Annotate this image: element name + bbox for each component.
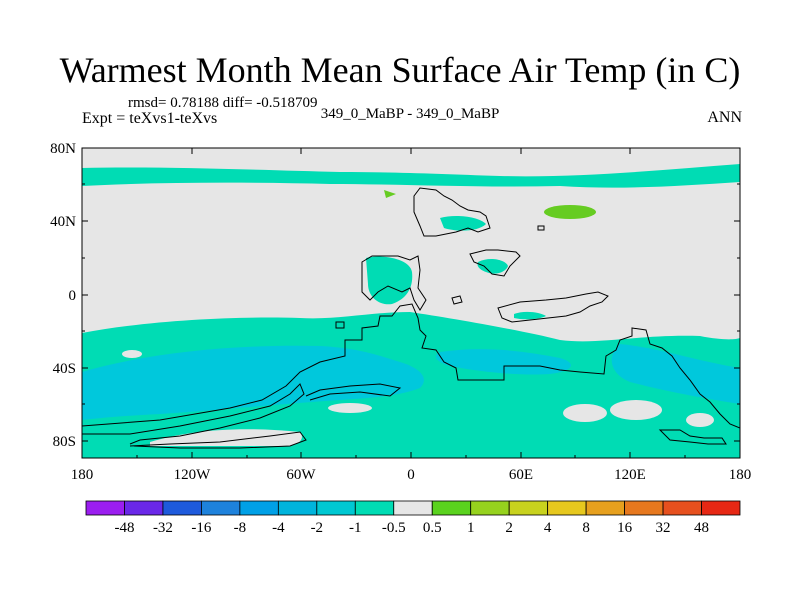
colorbar-label: 8 [582, 520, 590, 536]
lat-tick-label: 80S [53, 434, 76, 450]
colorbar-swatch [162, 500, 202, 516]
ocean-hole-4 [686, 413, 714, 427]
lon-tick-label: 120W [174, 467, 212, 483]
coastline-small-island-2 [335, 321, 345, 329]
lon-tick-label: 60W [286, 467, 316, 483]
colorbar-swatch [393, 500, 433, 516]
coastline-inner-2 [305, 383, 402, 401]
coastline-small-island [451, 295, 463, 305]
colorbar-swatch [547, 500, 587, 516]
ocean-hole-1 [122, 350, 142, 358]
experiment-label: Expt = teXvs1-teXvs [82, 110, 218, 127]
lat-tick-label: 80N [50, 141, 76, 157]
lon-tick-label: 180 [729, 467, 752, 483]
colorbar-label: -2 [311, 520, 324, 536]
cool-patch-india [477, 259, 508, 274]
cool-band-north [82, 164, 740, 188]
ocean-hole-6 [150, 429, 302, 446]
lon-tick-marks [81, 148, 686, 458]
lat-tick-label: 0 [69, 288, 77, 304]
colder-region-mid [435, 349, 571, 375]
case-label: 349_0_MaBP - 349_0_MaBP [320, 106, 500, 122]
lat-tick-label: 40S [53, 361, 76, 377]
lat-tick-label: 40N [50, 214, 76, 230]
coastline-south-continent [82, 303, 740, 429]
colorbar-label: 4 [544, 520, 552, 536]
colorbar-swatch [316, 500, 356, 516]
lon-tick-label: 60E [509, 467, 533, 483]
colorbar-label: -32 [153, 520, 173, 536]
colorbar-swatch [585, 500, 625, 516]
colorbar-label: 1 [467, 520, 475, 536]
colorbar-label: -16 [191, 520, 211, 536]
colorbar-swatch [354, 500, 395, 516]
colorbar-swatch [277, 500, 318, 516]
stats-line: rmsd= 0.78188 diff= -0.518709 [128, 95, 318, 111]
coastline-inner-1 [82, 383, 305, 445]
coastline-india [469, 249, 521, 277]
ocean-hole-3 [610, 400, 662, 420]
colorbar-swatch [508, 500, 549, 516]
ocean-hole-5 [328, 403, 372, 413]
colorbar-labels: -48 -32 -16 -8 -4 -2 -1 -0.5 0.5 1 2 4 8 16 32 48 [114, 520, 709, 536]
colorbar-label: -48 [114, 520, 134, 536]
lon-tick-label: 180 [71, 467, 94, 483]
coastline-southeast [658, 429, 727, 445]
coastline-small-island-3 [537, 225, 545, 231]
colorbar [85, 500, 741, 516]
lat-tick-marks [82, 147, 740, 442]
colorbar-label: 0.5 [423, 520, 442, 536]
colorbar-label: 16 [617, 520, 633, 536]
coastline-east-asia [497, 291, 609, 323]
colorbar-swatch [662, 500, 702, 516]
warm-spot-asia [544, 205, 596, 219]
lon-tick-labels: 180 120W 60W 0 60E 120E 180 [71, 467, 752, 483]
colorbar-swatch [85, 500, 125, 516]
warm-spot-europe [384, 190, 396, 198]
coastline-europe-block [413, 187, 491, 237]
colorbar-swatch [701, 500, 741, 516]
colorbar-swatch [431, 500, 472, 516]
lon-tick-label: 0 [407, 467, 415, 483]
colder-region-south [82, 345, 424, 420]
colorbar-label: 48 [694, 520, 709, 536]
colorbar-label: -1 [349, 520, 362, 536]
colorbar-swatch [124, 500, 164, 516]
lat-tick-labels: 80N 40N 0 40S 80S [50, 141, 76, 450]
ocean-hole-2 [563, 404, 607, 422]
colorbar-label: -0.5 [382, 520, 406, 536]
page-title: Warmest Month Mean Surface Air Temp (in … [59, 50, 741, 90]
lon-tick-label: 120E [614, 467, 646, 483]
colorbar-swatch [470, 500, 510, 516]
colder-region-east [611, 344, 740, 404]
map-field [82, 148, 740, 458]
colorbar-swatch [239, 500, 279, 516]
cool-patch-east [514, 311, 546, 320]
colorbar-label: -4 [272, 520, 285, 536]
coastline-inner-3 [129, 431, 307, 449]
cool-patch-asia [440, 216, 486, 231]
colorbar-label: 32 [656, 520, 671, 536]
colorbar-swatch [624, 500, 664, 516]
season-label: ANN [707, 109, 742, 126]
coastlines [82, 187, 740, 449]
coastline-west-africa [361, 255, 427, 311]
colorbar-swatch [201, 500, 241, 516]
colorbar-label: -8 [234, 520, 247, 536]
colorbar-label: 2 [505, 520, 513, 536]
